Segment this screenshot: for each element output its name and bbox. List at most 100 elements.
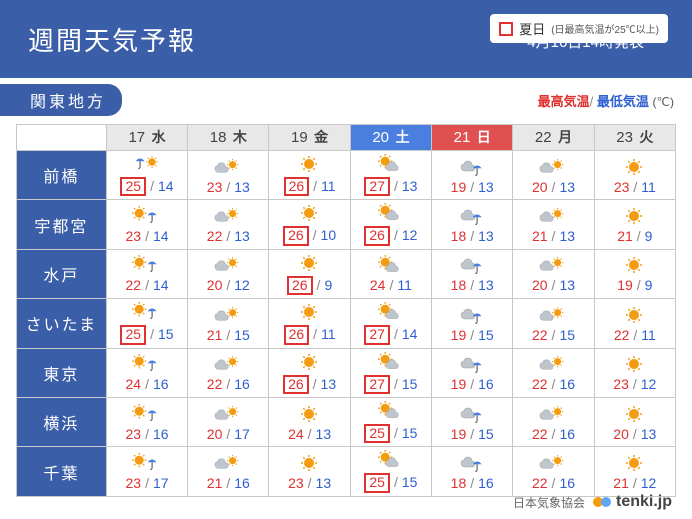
temp-row: 18/13	[432, 227, 512, 243]
temp-row: 21/16	[188, 474, 268, 490]
temp-row: 21/9	[595, 227, 675, 243]
forecast-body: 前橋25/1423/1326/1127/1319/1320/1323/11宇都宮…	[17, 151, 676, 497]
city-row: さいたま25/1521/1526/1127/1419/1522/1522/11	[17, 299, 676, 348]
weather-icon	[595, 156, 675, 178]
low-temp: 9	[645, 228, 653, 244]
low-temp: 14	[153, 277, 169, 293]
weather-icon	[107, 153, 187, 175]
slash: /	[633, 426, 637, 442]
high-temp: 26	[287, 276, 313, 295]
weather-icon	[188, 205, 268, 227]
low-temp: 13	[478, 277, 494, 293]
weather-icon	[269, 351, 349, 373]
low-temp: 17	[153, 475, 169, 491]
low-temp: 13	[234, 179, 250, 195]
low-temp: 14	[158, 178, 174, 194]
high-temp: 19	[451, 179, 467, 195]
high-temp: 23	[125, 228, 141, 244]
temp-row: 24/16	[107, 375, 187, 391]
temp-row: 25/15	[107, 323, 187, 344]
high-temp: 18	[451, 475, 467, 491]
weather-icon	[513, 205, 593, 227]
slash: /	[226, 277, 230, 293]
temp-row: 22/16	[513, 375, 593, 391]
slash: /	[313, 326, 317, 342]
high-temp: 19	[617, 277, 633, 293]
high-temp: 27	[364, 325, 390, 344]
weather-icon	[188, 353, 268, 375]
lo-label: 最低気温	[597, 94, 649, 109]
temp-row: 19/15	[432, 425, 512, 441]
slash: /	[145, 475, 149, 491]
temp-row: 20/13	[513, 276, 593, 292]
forecast-cell: 27/14	[350, 299, 431, 348]
date-header: 17 水	[106, 125, 187, 151]
low-temp: 13	[559, 228, 575, 244]
forecast-cell: 23/12	[594, 348, 675, 397]
high-temp: 22	[532, 426, 548, 442]
low-temp: 13	[316, 426, 332, 442]
legend-note: (日最高気温が25℃以上)	[551, 21, 659, 36]
weather-icon	[595, 403, 675, 425]
weather-icon	[595, 304, 675, 326]
legend-hot-day: 夏日 (日最高気温が25℃以上)	[490, 14, 668, 43]
high-temp: 20	[532, 277, 548, 293]
high-temp: 22	[532, 376, 548, 392]
slash: /	[145, 376, 149, 392]
low-temp: 13	[402, 178, 418, 194]
high-temp: 24	[125, 376, 141, 392]
date-header-row: 17 水18 木19 金20 土21 日22 月23 火	[17, 125, 676, 151]
slash: /	[313, 376, 317, 392]
high-temp: 23	[207, 179, 223, 195]
slash: /	[552, 426, 556, 442]
weather-icon	[513, 403, 593, 425]
high-temp: 22	[614, 327, 630, 343]
high-temp: 20	[207, 277, 223, 293]
date-header: 22 月	[513, 125, 594, 151]
city-row: 前橋25/1423/1326/1127/1319/1320/1323/11	[17, 151, 676, 200]
high-temp: 23	[613, 376, 629, 392]
low-temp: 13	[321, 376, 337, 392]
low-temp: 16	[559, 475, 575, 491]
forecast-cell: 27/13	[350, 151, 431, 200]
city-row: 東京24/1622/1626/1327/1519/1622/1623/12	[17, 348, 676, 397]
slash: /	[394, 425, 398, 441]
forecast-cell: 22/14	[106, 249, 187, 298]
slash: /	[150, 178, 154, 194]
low-temp: 10	[321, 227, 337, 243]
city-name: 宇都宮	[17, 200, 107, 249]
forecast-cell: 26/9	[269, 249, 350, 298]
slash: /	[470, 228, 474, 244]
slash: /	[552, 475, 556, 491]
forecast-cell: 25/15	[106, 299, 187, 348]
weather-icon	[351, 202, 431, 224]
slash: /	[470, 475, 474, 491]
forecast-cell: 23/16	[106, 397, 187, 446]
forecast-cell: 18/16	[432, 447, 513, 496]
low-temp: 16	[153, 376, 169, 392]
forecast-cell: 24/13	[269, 397, 350, 446]
temp-row: 22/16	[188, 375, 268, 391]
slash: /	[145, 277, 149, 293]
forecast-cell: 22/16	[188, 348, 269, 397]
weather-icon	[269, 153, 349, 175]
forecast-cell: 22/16	[513, 447, 594, 496]
temp-row: 26/12	[351, 224, 431, 245]
weather-icon	[595, 205, 675, 227]
slash: /	[226, 475, 230, 491]
forecast-cell: 26/10	[269, 200, 350, 249]
low-temp: 12	[234, 277, 250, 293]
weather-icon	[107, 254, 187, 276]
high-temp: 24	[370, 277, 386, 293]
low-temp: 16	[478, 376, 494, 392]
weather-icon	[188, 403, 268, 425]
weather-icon	[351, 449, 431, 471]
low-temp: 15	[234, 327, 250, 343]
low-temp: 11	[321, 178, 336, 194]
forecast-cell: 20/13	[513, 151, 594, 200]
high-temp: 27	[364, 177, 390, 196]
slash: /	[470, 376, 474, 392]
weather-icon	[432, 353, 512, 375]
weather-icon	[513, 156, 593, 178]
low-temp: 13	[559, 277, 575, 293]
